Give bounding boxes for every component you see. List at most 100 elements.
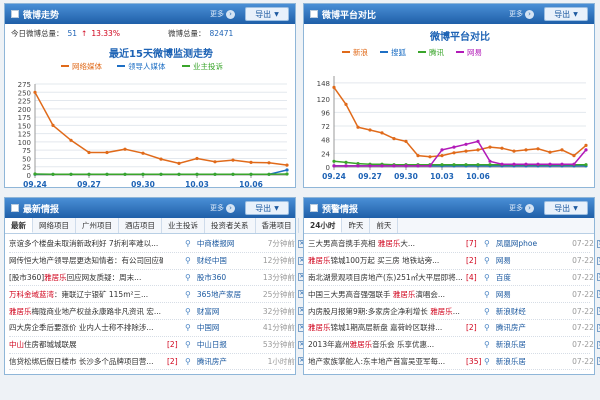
news-tab[interactable]: 最新	[5, 218, 33, 233]
item-title-link[interactable]: 2013年嘉州雅居乐音乐会 乐享优惠...	[308, 339, 462, 350]
search-icon[interactable]: ⚲	[185, 239, 191, 249]
panel-icon	[310, 204, 318, 212]
news-tab[interactable]: 投资者关系	[205, 218, 256, 233]
item-title-text: 2013年嘉州	[308, 340, 350, 350]
data-point	[332, 159, 336, 163]
item-title-rest: 音乐会 乐享优惠...	[372, 340, 435, 350]
export-button[interactable]: 导出 ▼	[245, 7, 289, 21]
search-icon[interactable]: ⚲	[185, 356, 191, 366]
item-title-link[interactable]: 雅居乐锦城100万起 买三房 地铁站旁...	[308, 255, 462, 266]
item-title-link[interactable]: 万科金域蓝湾：雍联辽宁银矿 115m²三...	[9, 289, 163, 300]
item-time: 07-22	[572, 306, 594, 316]
item-title-link[interactable]: 地产家族掌舵人:东丰地产首富吴亚军每...	[308, 356, 462, 367]
more-link[interactable]: 更多 ›	[509, 203, 534, 213]
close-icon[interactable]: ✕	[596, 357, 600, 366]
search-icon[interactable]: ⚲	[185, 323, 191, 333]
data-point	[560, 148, 564, 152]
y-tick-label: 275	[18, 81, 31, 89]
search-icon[interactable]: ⚲	[185, 340, 191, 350]
data-point	[476, 148, 480, 152]
item-title-link[interactable]: 信贷松绑后假日楼市 长沙多个品牌项目营...	[9, 356, 163, 367]
data-point	[404, 164, 408, 168]
more-link[interactable]: 更多 ›	[210, 203, 235, 213]
item-title-link[interactable]: 雅居乐梅陇商业地产权益永康路非凡资讯 宏...	[9, 306, 163, 317]
search-icon[interactable]: ⚲	[185, 256, 191, 266]
data-point	[356, 164, 360, 168]
data-point	[69, 138, 73, 142]
more-link[interactable]: 更多 ›	[509, 9, 534, 19]
x-tick-label: 10.03	[185, 180, 209, 187]
data-point	[344, 160, 348, 164]
alert-tab[interactable]: 前天	[370, 218, 399, 233]
alert-tab[interactable]: 24小时	[304, 218, 343, 233]
item-title-link[interactable]: 京谊多个楼盘未取消新政利好 7折利率难以...	[9, 238, 163, 249]
item-title-link[interactable]: 四大房企季后要涨价 业内人士称不排除涉...	[9, 322, 163, 333]
y-tick-label: 120	[317, 96, 330, 104]
data-point	[105, 172, 109, 176]
y-tick-label: 200	[18, 106, 31, 114]
close-icon[interactable]: ✕	[596, 273, 600, 282]
search-icon[interactable]: ⚲	[185, 306, 191, 316]
close-icon[interactable]: ✕	[596, 239, 600, 248]
x-tick-label: 09.27	[358, 172, 382, 181]
item-source: 网易	[495, 256, 511, 266]
search-icon[interactable]: ⚲	[484, 256, 490, 266]
news-tab[interactable]: 网络项目	[33, 218, 76, 233]
y-tick-label: 0	[27, 172, 31, 180]
today-value: 51	[67, 28, 78, 38]
news-tab[interactable]: 酒店项目	[119, 218, 162, 233]
data-point	[344, 164, 348, 168]
list-item: 地产家族掌舵人:东丰地产首富吴亚军每... [35]⚲ 新浪乐居 07-22✕	[308, 354, 600, 371]
item-title-link[interactable]: 雅居乐锦城1期高层新盘 嘉荷岭区联排...	[308, 322, 462, 333]
pct-value: 13.33%	[91, 28, 120, 38]
data-point	[87, 150, 91, 155]
item-source: 中山日报	[196, 340, 227, 350]
export-button[interactable]: 导出 ▼	[544, 7, 588, 21]
search-icon[interactable]: ⚲	[484, 272, 490, 282]
close-icon[interactable]: ✕	[596, 307, 600, 316]
data-point	[141, 151, 145, 155]
x-tick-label: 10.06	[466, 172, 490, 181]
item-title-link[interactable]: 三大男高音携手亮相 雅居乐大...	[308, 238, 462, 249]
more-link[interactable]: 更多 ›	[210, 9, 235, 19]
search-icon[interactable]: ⚲	[484, 340, 490, 350]
item-title-link[interactable]: 南北湖景观项目房地产(东)251㎡大平层即将...	[308, 272, 462, 283]
close-icon[interactable]: ✕	[596, 340, 600, 349]
close-icon[interactable]: ✕	[596, 323, 600, 332]
search-icon[interactable]: ⚲	[484, 239, 490, 249]
item-title-link[interactable]: 网传恒大地产领导层更迭知情者：有公司回应确...	[9, 255, 163, 266]
item-title-link[interactable]: 中国三大男高音强强联手 雅居乐演唱会...	[308, 289, 462, 300]
list-item: 2013年嘉州雅居乐音乐会 乐享优惠... ⚲ 新浪乐居 07-22✕	[308, 337, 600, 354]
item-title-link[interactable]: 内房股月报第9期:多家房企净利增长 雅居乐...	[308, 306, 462, 317]
search-icon[interactable]: ⚲	[484, 356, 490, 366]
search-icon[interactable]: ⚲	[484, 323, 490, 333]
search-icon[interactable]: ⚲	[185, 289, 191, 299]
close-icon[interactable]: ✕	[596, 256, 600, 265]
news-tab[interactable]: 广州项目	[76, 218, 119, 233]
alert-tab[interactable]: 昨天	[342, 218, 371, 233]
export-button[interactable]: 导出 ▼	[544, 201, 588, 215]
export-button[interactable]: 导出 ▼	[245, 201, 289, 215]
data-point	[177, 172, 181, 176]
data-point	[572, 154, 576, 158]
item-source: 腾讯房产	[196, 356, 227, 366]
news-tab[interactable]: 业主投诉	[162, 218, 205, 233]
news-panel-header: 最新情报 更多 › 导出 ▼	[5, 198, 295, 218]
item-count-badge: [7]	[466, 239, 477, 249]
up-arrow-icon: ↑	[81, 28, 88, 38]
list-item: 四大房企季后要涨价 业内人士称不排除涉... ⚲ 中国网 41分钟前 ✕	[9, 320, 306, 337]
list-item: 中山住房都城城联展 [2] ⚲ 中山日报 53分钟前 ✕	[9, 337, 306, 354]
data-point	[416, 154, 420, 158]
data-point	[231, 172, 235, 176]
search-icon[interactable]: ⚲	[185, 272, 191, 282]
item-title-link[interactable]: 中山住房都城城联展	[9, 339, 163, 350]
y-tick-label: 24	[321, 150, 330, 158]
search-icon[interactable]: ⚲	[484, 289, 490, 299]
close-icon[interactable]: ✕	[596, 290, 600, 299]
item-time: 12分钟前	[262, 256, 295, 266]
item-title-link[interactable]: [股市360]雅居乐回应网友质疑：周末...	[9, 272, 163, 283]
export-label: 导出	[554, 203, 571, 213]
item-title-text: 中国三大男高音强强联手	[308, 289, 393, 299]
news-tab[interactable]: 香港项目	[256, 218, 299, 233]
search-icon[interactable]: ⚲	[484, 306, 490, 316]
